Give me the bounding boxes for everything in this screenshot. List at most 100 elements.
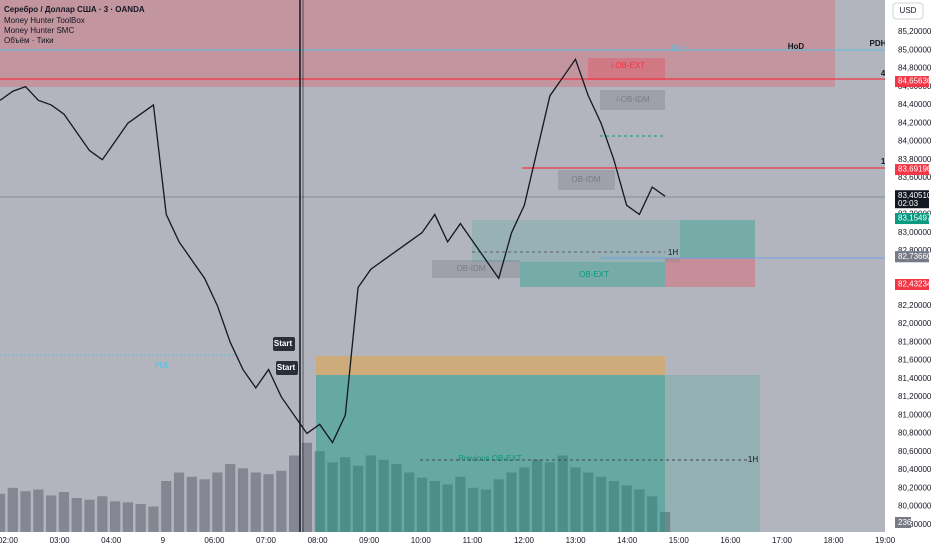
price-tick-label: 82,80000 xyxy=(898,246,932,255)
price-tick-label: 80,40000 xyxy=(898,465,932,474)
price-badge xyxy=(895,213,929,225)
volume-bar xyxy=(557,455,568,532)
volume-bar xyxy=(46,495,57,532)
price-badge xyxy=(895,278,929,290)
marker-label: PDL xyxy=(154,361,170,370)
price-tick-label: 84,80000 xyxy=(898,64,932,73)
volume-bar xyxy=(212,472,223,532)
marker-label: 1H xyxy=(668,248,678,257)
zone-label: i-OB-EXT xyxy=(611,61,645,70)
price-tick-label: 83,60000 xyxy=(898,173,932,182)
volume-bar xyxy=(480,489,492,532)
price-tick-label: 80,00000 xyxy=(898,502,932,511)
volume-bar xyxy=(493,479,504,532)
volume-bar xyxy=(595,476,607,532)
marker-label: 1H xyxy=(748,455,758,464)
price-badge-label: 84,65636 xyxy=(898,77,932,86)
volume-bar xyxy=(122,502,133,532)
time-label: 17:00 xyxy=(772,536,793,545)
volume-bar xyxy=(135,503,146,532)
zone-box xyxy=(665,375,760,532)
plot-bg xyxy=(0,0,885,532)
volume-bar xyxy=(659,511,671,532)
zone-box xyxy=(665,258,755,287)
volume-bar xyxy=(225,464,236,532)
time-label: 07:00 xyxy=(256,536,277,545)
time-axis-bg xyxy=(0,532,885,550)
zone-box xyxy=(520,262,665,287)
zone-label: OB-IDM xyxy=(457,264,486,273)
volume-bar xyxy=(608,481,619,532)
time-label: 11:00 xyxy=(463,536,483,545)
time-label: 09:00 xyxy=(359,536,380,545)
volume-bar xyxy=(378,459,389,532)
volume-bar xyxy=(148,506,159,532)
time-label: 16:00 xyxy=(720,536,741,545)
time-label: 02:00 xyxy=(0,536,19,545)
time-label: 03:00 xyxy=(50,536,71,545)
volume-bar xyxy=(186,476,197,532)
price-tick-label: 81,60000 xyxy=(898,356,932,365)
start-box xyxy=(276,361,298,375)
zone-label: OB-EXT xyxy=(579,270,609,279)
volume-bar xyxy=(58,492,70,532)
price-badge xyxy=(895,190,929,209)
time-label: 13:00 xyxy=(566,536,587,545)
volume-bar xyxy=(97,496,108,532)
time-label: 19:00 xyxy=(875,536,896,545)
volume-bar xyxy=(33,489,44,532)
indicator-label: Money Hunter SMC xyxy=(4,26,74,35)
zone-box xyxy=(432,260,520,278)
volume-bar xyxy=(506,472,517,532)
volume-bar xyxy=(532,459,543,532)
volume-bar xyxy=(109,501,121,532)
marker-label: Start xyxy=(274,339,293,348)
volume-bar xyxy=(327,462,338,532)
volume-bar xyxy=(468,487,479,532)
time-label: 14:00 xyxy=(617,536,638,545)
volume-bar xyxy=(519,467,530,532)
price-tick-label: 81,00000 xyxy=(898,410,932,419)
volume-bar xyxy=(161,481,172,532)
marker-label: Start xyxy=(277,363,296,372)
marker-label: PDH xyxy=(870,39,887,48)
symbol-title: Серебро / Доллар США · 3 · OANDA xyxy=(4,5,145,14)
price-badge-label: 83,69196 xyxy=(898,165,932,174)
volume-bar xyxy=(340,457,351,532)
indicator-label: Объём · Тики xyxy=(4,36,54,45)
price-tick-label: 83,00000 xyxy=(898,228,932,237)
zone-box xyxy=(600,90,665,110)
price-tick-label: 79,80000 xyxy=(898,520,932,529)
currency: USD xyxy=(900,6,917,15)
zone-box xyxy=(558,170,615,190)
time-label: 06:00 xyxy=(204,536,225,545)
price-badge-label: 83,40510 xyxy=(898,191,932,200)
currency-box xyxy=(892,2,924,20)
volume-bar xyxy=(391,464,402,532)
price-badge-label: 83,15497 xyxy=(898,214,932,223)
volume-bar xyxy=(84,499,95,532)
price-axis-bg xyxy=(885,0,932,550)
volume-bar xyxy=(276,470,287,532)
time-label: 08:00 xyxy=(308,536,329,545)
zone-box xyxy=(680,220,755,258)
volume-bar xyxy=(237,468,249,532)
zone-box xyxy=(472,220,680,262)
time-label: 04:00 xyxy=(101,536,122,545)
volume-bar xyxy=(199,479,210,532)
price-tick-label: 85,00000 xyxy=(898,45,932,54)
price-tick-label: 82,00000 xyxy=(898,319,932,328)
volume-badge-label: 236 xyxy=(898,518,912,527)
zone-label: OB-IDM xyxy=(572,175,601,184)
volume-bar xyxy=(7,487,18,532)
zone-label: i-OB-IDM xyxy=(616,95,650,104)
marker-label: HoD xyxy=(788,42,805,51)
volume-bar xyxy=(71,498,82,532)
volume-bar xyxy=(263,474,274,532)
price-tick-label: 82,20000 xyxy=(898,301,932,310)
time-label: 9 xyxy=(161,536,166,545)
time-label: 18:00 xyxy=(824,536,845,545)
price-badge-label: 82,43234 xyxy=(898,280,932,289)
price-tick-label: 83,80000 xyxy=(898,155,932,164)
